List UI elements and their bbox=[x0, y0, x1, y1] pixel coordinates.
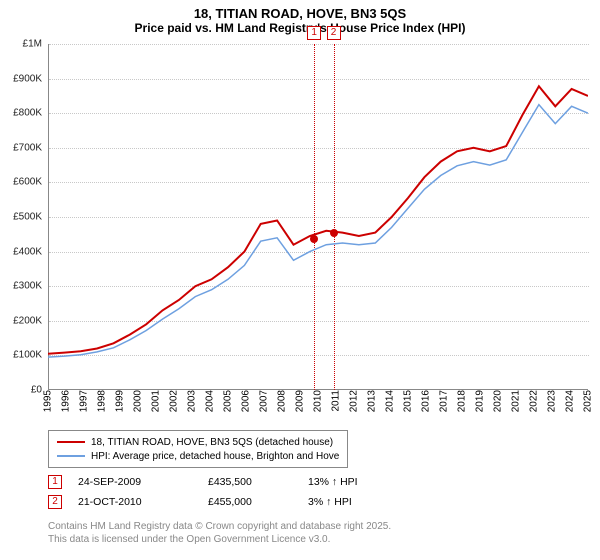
sales-table: 1 24-SEP-2009£435,50013% ↑ HPI 2 21-OCT-201… bbox=[48, 472, 408, 512]
x-axis-label: 2013 bbox=[367, 390, 378, 412]
chart-lines bbox=[48, 44, 588, 390]
x-axis-ticks: 1995199619971998199920002001200220032004… bbox=[48, 390, 588, 424]
x-axis-label: 1995 bbox=[43, 390, 54, 412]
chart-plot-area: 12 £0£100K£200K£300K£400K£500K£600K£700K… bbox=[48, 44, 588, 390]
x-axis-label: 1998 bbox=[97, 390, 108, 412]
series-line bbox=[48, 86, 588, 354]
y-axis-label: £0 bbox=[31, 385, 42, 396]
x-axis-label: 2023 bbox=[547, 390, 558, 412]
sale-date: 24-SEP-2009 bbox=[78, 476, 208, 488]
x-axis-label: 2024 bbox=[565, 390, 576, 412]
sale-price: £435,500 bbox=[208, 476, 308, 488]
x-axis-label: 2003 bbox=[187, 390, 198, 412]
x-axis-label: 2021 bbox=[511, 390, 522, 412]
x-axis-label: 2019 bbox=[475, 390, 486, 412]
x-axis-label: 2004 bbox=[205, 390, 216, 412]
y-axis-label: £1M bbox=[23, 39, 42, 50]
x-axis-label: 2018 bbox=[457, 390, 468, 412]
legend-label: 18, TITIAN ROAD, HOVE, BN3 5QS (detached… bbox=[91, 437, 333, 448]
x-axis-label: 1996 bbox=[61, 390, 72, 412]
y-axis-label: £100K bbox=[13, 350, 42, 361]
x-axis-label: 2015 bbox=[403, 390, 414, 412]
x-axis-label: 2025 bbox=[583, 390, 594, 412]
y-axis-label: £300K bbox=[13, 281, 42, 292]
x-axis-label: 2001 bbox=[151, 390, 162, 412]
x-axis-label: 2008 bbox=[277, 390, 288, 412]
x-axis-label: 1999 bbox=[115, 390, 126, 412]
x-axis-label: 1997 bbox=[79, 390, 90, 412]
sale-marker-label: 2 bbox=[327, 26, 341, 40]
sale-marker-badge: 1 bbox=[48, 475, 62, 489]
y-axis-label: £500K bbox=[13, 212, 42, 223]
y-axis-label: £800K bbox=[13, 108, 42, 119]
x-axis-label: 2007 bbox=[259, 390, 270, 412]
x-axis-label: 2006 bbox=[241, 390, 252, 412]
chart-title-sub: Price paid vs. HM Land Registry's House … bbox=[0, 21, 600, 35]
x-axis-label: 2002 bbox=[169, 390, 180, 412]
legend-swatch bbox=[57, 441, 85, 443]
legend-item: 18, TITIAN ROAD, HOVE, BN3 5QS (detached… bbox=[57, 435, 339, 449]
chart-title-address: 18, TITIAN ROAD, HOVE, BN3 5QS bbox=[0, 6, 600, 21]
footer-line2: This data is licensed under the Open Gov… bbox=[48, 533, 391, 546]
legend-swatch bbox=[57, 455, 85, 457]
sale-marker-badge: 2 bbox=[48, 495, 62, 509]
x-axis-label: 2020 bbox=[493, 390, 504, 412]
sale-hpi-delta: 3% ↑ HPI bbox=[308, 496, 408, 508]
sale-marker-label: 1 bbox=[307, 26, 321, 40]
sale-row: 1 24-SEP-2009£435,50013% ↑ HPI bbox=[48, 472, 408, 492]
y-axis-label: £200K bbox=[13, 315, 42, 326]
y-axis-label: £400K bbox=[13, 246, 42, 257]
x-axis-label: 2010 bbox=[313, 390, 324, 412]
x-axis-label: 2005 bbox=[223, 390, 234, 412]
x-axis-label: 2017 bbox=[439, 390, 450, 412]
x-axis-label: 2000 bbox=[133, 390, 144, 412]
footer-line1: Contains HM Land Registry data © Crown c… bbox=[48, 520, 391, 533]
y-axis-label: £700K bbox=[13, 142, 42, 153]
sale-price: £455,000 bbox=[208, 496, 308, 508]
legend-item: HPI: Average price, detached house, Brig… bbox=[57, 449, 339, 463]
chart-footer: Contains HM Land Registry data © Crown c… bbox=[48, 520, 391, 546]
x-axis-label: 2009 bbox=[295, 390, 306, 412]
chart-legend: 18, TITIAN ROAD, HOVE, BN3 5QS (detached… bbox=[48, 430, 348, 468]
sale-hpi-delta: 13% ↑ HPI bbox=[308, 476, 408, 488]
sale-row: 2 21-OCT-2010£455,0003% ↑ HPI bbox=[48, 492, 408, 512]
y-axis-label: £600K bbox=[13, 177, 42, 188]
chart-title-block: 18, TITIAN ROAD, HOVE, BN3 5QS Price pai… bbox=[0, 0, 600, 37]
x-axis-label: 2011 bbox=[331, 390, 342, 412]
x-axis-label: 2016 bbox=[421, 390, 432, 412]
x-axis-label: 2022 bbox=[529, 390, 540, 412]
y-axis-label: £900K bbox=[13, 73, 42, 84]
sale-date: 21-OCT-2010 bbox=[78, 496, 208, 508]
x-axis-label: 2014 bbox=[385, 390, 396, 412]
x-axis-label: 2012 bbox=[349, 390, 360, 412]
legend-label: HPI: Average price, detached house, Brig… bbox=[91, 451, 339, 462]
